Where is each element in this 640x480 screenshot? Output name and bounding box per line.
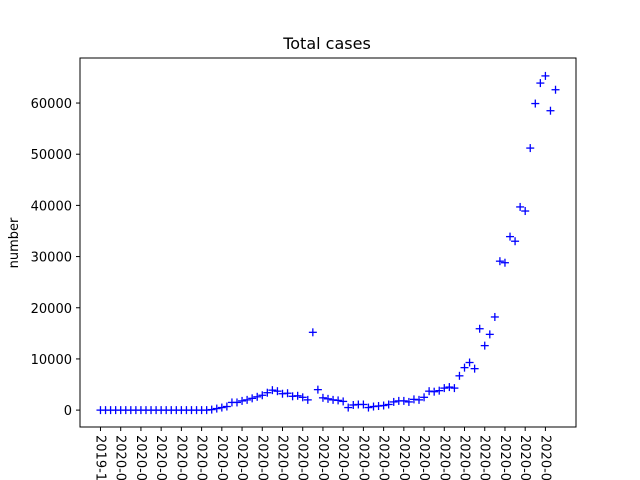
x-tick-label: 2020-0 [214,435,229,480]
data-point [480,341,489,350]
data-point [551,85,560,94]
x-tick-label: 2020-0 [315,435,330,480]
data-point [243,395,252,404]
x-tick-label: 2020-0 [376,435,391,480]
data-point [415,395,424,404]
data-point [258,391,267,400]
data-point [495,257,504,266]
x-tick-label: 2020-0 [153,435,168,480]
data-point [536,79,545,88]
data-point [521,207,530,216]
data-point [222,402,231,411]
data-point [526,144,535,153]
data-point [379,401,388,410]
data-point [465,358,474,367]
data-point [207,405,216,414]
data-point [384,400,393,409]
data-point [475,324,484,333]
x-tick-label: 2020-0 [537,435,552,480]
plot-area-frame [79,57,577,428]
data-point [470,364,479,373]
data-point [339,397,348,406]
x-axis: 2019-1 2020-0 2020-0 2020-0 2020-0 2020-0 2020… [92,427,552,480]
data-point [500,258,509,267]
y-axis-label: number [7,217,22,268]
x-tick-label: 2020-0 [416,435,431,480]
x-tick-label: 2020-0 [355,435,370,480]
chart-title: Total cases [282,34,371,53]
data-point [541,71,550,80]
x-tick-label: 2020-0 [133,435,148,480]
x-tick-label: 2020-0 [194,435,209,480]
data-point [334,396,343,405]
data-point [531,99,540,108]
x-tick-label: 2020-0 [234,435,249,480]
data-point [399,396,408,405]
data-point [344,403,353,412]
data-point [450,384,459,393]
x-tick-label: 2020-0 [274,435,289,480]
data-point [293,391,302,400]
data-point [318,393,327,402]
data-point [430,387,439,396]
data-point [263,388,272,397]
data-point [253,392,262,401]
data-point [506,232,515,241]
y-tick-label: 60000 [31,97,72,112]
y-tick-label: 20000 [31,302,72,317]
x-tick-label: 2020-0 [517,435,532,480]
data-point [455,371,464,380]
data-point [546,106,555,115]
data-point [516,202,525,211]
data-point [404,397,413,406]
x-tick-label: 2020-0 [396,435,411,480]
data-point [268,386,277,395]
data-point [217,403,226,412]
y-tick-label: 50000 [31,148,72,163]
y-tick-label: 40000 [31,199,72,214]
x-tick-label: 2020-0 [254,435,269,480]
data-point [359,400,368,409]
y-tick-label: 0 [64,404,72,419]
data-point [303,395,312,404]
x-tick-label: 2019-1 [92,435,107,480]
data-point [440,384,449,393]
data-point [283,389,292,398]
y-tick-label: 10000 [31,353,72,368]
y-axis: 0 10000 20000 30000 40000 50000 60000 [31,97,80,419]
data-point [248,394,257,403]
y-tick-label: 30000 [31,251,72,266]
x-tick-label: 2020-0 [335,435,350,480]
data-point [460,363,469,372]
x-tick-label: 2020-0 [295,435,310,480]
data-point [420,393,429,402]
data-point [298,393,307,402]
data-point [445,383,454,392]
data-point [212,404,221,413]
data-point [324,394,332,403]
data-point [511,237,520,246]
data-point [490,312,499,321]
x-tick-label: 2020-0 [436,435,451,480]
x-tick-label: 2020-0 [457,435,472,480]
data-point [238,396,247,405]
data-point [273,387,282,396]
data-point [308,328,317,337]
data-series [96,71,560,415]
x-tick-label: 2020-0 [113,435,128,480]
x-tick-label: 2020-0 [477,435,492,480]
x-tick-label: 2020-0 [173,435,188,480]
data-point [389,397,398,406]
data-point [435,386,444,395]
data-point [313,385,322,394]
data-point [485,330,494,339]
data-point [364,403,373,412]
data-point [232,398,241,407]
x-tick-label: 2020-0 [497,435,512,480]
